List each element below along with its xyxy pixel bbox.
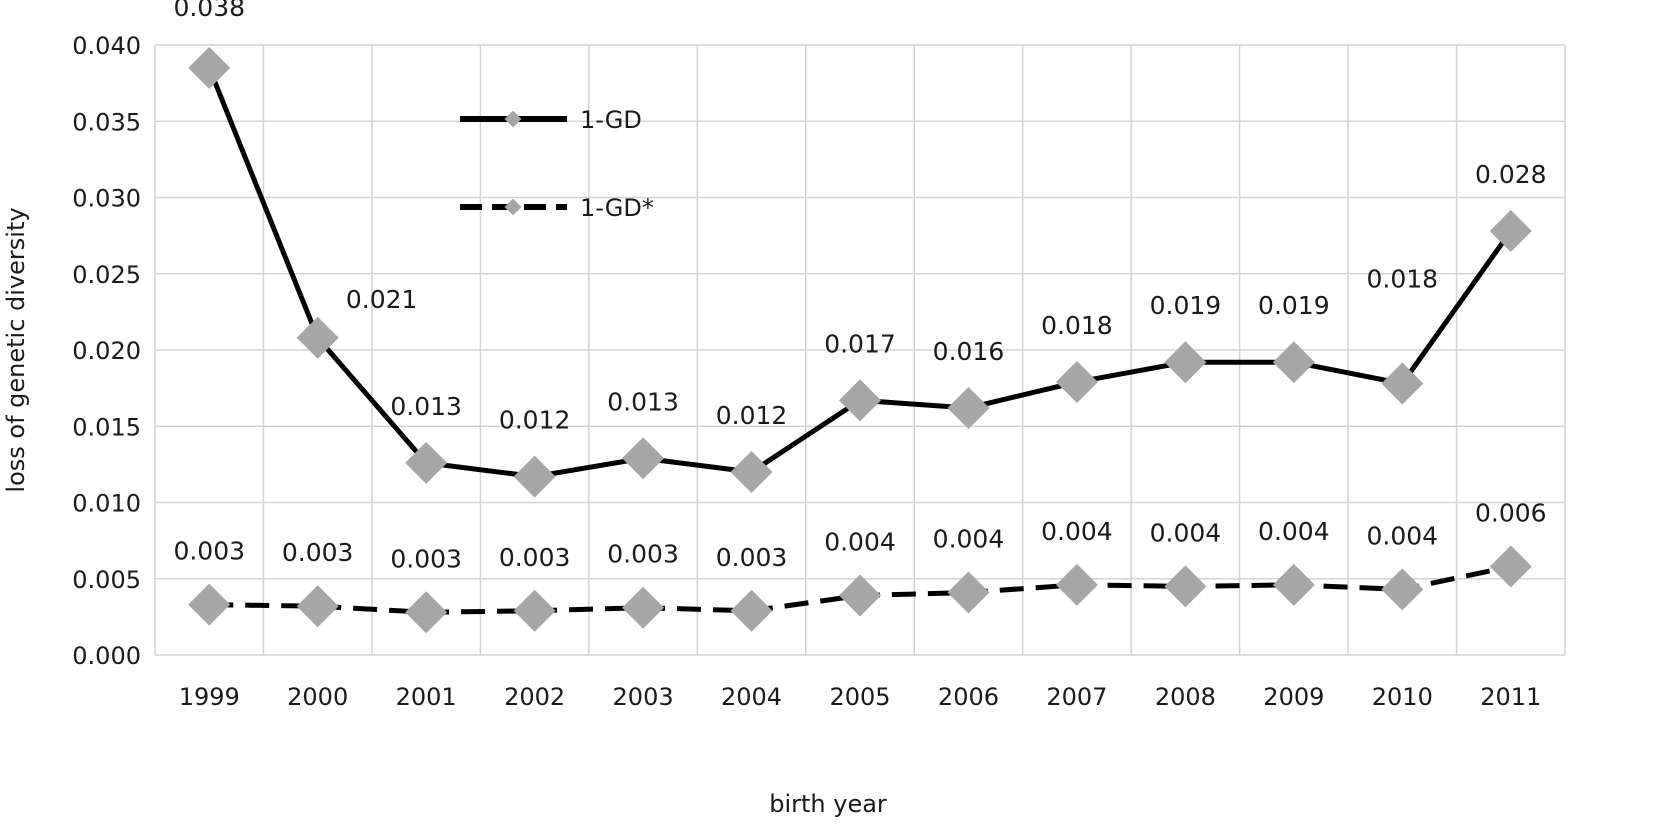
series-markers <box>188 46 1532 634</box>
y-tick-label: 0.020 <box>72 337 141 365</box>
data-label: 0.004 <box>1041 517 1113 546</box>
data-point-marker <box>1489 545 1532 588</box>
x-tick-label: 2002 <box>504 683 565 711</box>
data-label: 0.012 <box>716 401 788 430</box>
data-labels: 0.038 0.021 0.013 0.012 0.013 0.012 0.017 0.016… <box>173 0 1546 573</box>
data-label: 0.018 <box>1367 265 1439 294</box>
data-label: 0.004 <box>1258 517 1330 546</box>
data-label: 0.003 <box>282 538 354 567</box>
x-tick-label: 2005 <box>829 683 890 711</box>
legend: 1-GD 1-GD* <box>460 106 654 222</box>
data-label: 0.004 <box>824 528 896 557</box>
data-label: 0.012 <box>499 406 571 435</box>
y-tick-label: 0.005 <box>72 566 141 594</box>
data-point-marker <box>839 574 881 617</box>
legend-marker-diamond <box>504 110 522 128</box>
data-point-marker <box>296 585 339 628</box>
data-point-marker <box>622 586 665 629</box>
data-point-marker <box>513 589 556 632</box>
data-point-marker <box>1272 341 1315 384</box>
data-point-marker <box>1055 361 1098 404</box>
data-label: 0.003 <box>716 543 788 572</box>
data-point-marker <box>730 589 773 632</box>
data-label: 0.016 <box>933 337 1005 366</box>
data-label: 0.018 <box>1041 311 1113 340</box>
x-tick-label: 2003 <box>613 683 674 711</box>
x-tick-label: 2011 <box>1480 683 1541 711</box>
x-axis-title: birth year <box>769 790 887 818</box>
data-point-marker <box>296 316 339 359</box>
x-tick-label: 2008 <box>1155 683 1216 711</box>
data-point-marker <box>405 591 448 634</box>
legend-marker-diamond <box>504 198 522 216</box>
data-point-marker <box>513 455 556 498</box>
data-label: 0.003 <box>173 537 245 566</box>
legend-label-1-gd-star: 1-GD* <box>580 194 654 222</box>
data-point-marker <box>730 451 773 493</box>
y-tick-label: 0.010 <box>72 490 141 518</box>
data-label: 0.017 <box>824 329 896 358</box>
y-tick-label: 0.025 <box>72 261 141 289</box>
data-point-marker <box>1272 563 1315 606</box>
data-point-marker <box>1055 563 1098 606</box>
data-label: 0.021 <box>346 285 418 314</box>
data-point-marker <box>1164 341 1207 384</box>
data-label: 0.006 <box>1475 499 1547 528</box>
x-tick-label: 2000 <box>287 683 348 711</box>
legend-item-1-gd-star: 1-GD* <box>460 194 654 222</box>
data-point-marker <box>1164 565 1207 608</box>
y-axis-title: loss of genetic diversity <box>2 207 30 492</box>
x-tick-label: 2007 <box>1046 683 1107 711</box>
y-tick-label: 0.035 <box>72 108 141 136</box>
x-tick-label: 2004 <box>721 683 782 711</box>
data-label: 0.028 <box>1475 160 1547 189</box>
data-label: 0.004 <box>1367 521 1439 550</box>
data-label: 0.003 <box>607 540 679 569</box>
data-point-marker <box>188 583 231 626</box>
data-point-marker <box>1381 362 1424 405</box>
data-point-marker <box>1381 568 1424 611</box>
grid-lines <box>154 44 1566 656</box>
y-tick-label: 0.030 <box>72 185 141 213</box>
x-axis-ticks: 1999 2000 2001 2002 2003 2004 2005 2006 2007 2008… <box>179 683 1542 711</box>
x-tick-label: 1999 <box>179 683 240 711</box>
data-point-marker <box>622 437 665 480</box>
data-point-marker <box>405 441 448 484</box>
data-label: 0.003 <box>390 544 462 573</box>
data-label: 0.004 <box>1150 518 1222 547</box>
data-label: 0.019 <box>1258 291 1330 320</box>
x-tick-label: 2009 <box>1263 683 1324 711</box>
x-tick-label: 2006 <box>938 683 999 711</box>
data-point-marker <box>839 379 881 422</box>
legend-label-1-gd: 1-GD <box>580 106 642 134</box>
data-label: 0.004 <box>933 524 1005 553</box>
y-axis-ticks: 0.000 0.005 0.010 0.015 0.020 0.025 0.030 0.035… <box>72 32 141 670</box>
data-label: 0.003 <box>499 543 571 572</box>
data-label: 0.019 <box>1150 291 1222 320</box>
legend-item-1-gd: 1-GD <box>460 106 642 134</box>
data-point-marker <box>188 46 231 89</box>
data-point-marker <box>947 386 990 429</box>
data-label: 0.013 <box>607 387 679 416</box>
x-tick-label: 2001 <box>396 683 457 711</box>
data-point-marker <box>1489 210 1532 253</box>
y-tick-label: 0.040 <box>72 32 141 60</box>
y-tick-label: 0.000 <box>72 642 141 670</box>
y-tick-label: 0.015 <box>72 413 141 441</box>
x-tick-label: 2010 <box>1372 683 1433 711</box>
data-point-marker <box>947 571 990 614</box>
data-label: 0.038 <box>173 0 245 22</box>
data-label: 0.013 <box>390 392 462 421</box>
